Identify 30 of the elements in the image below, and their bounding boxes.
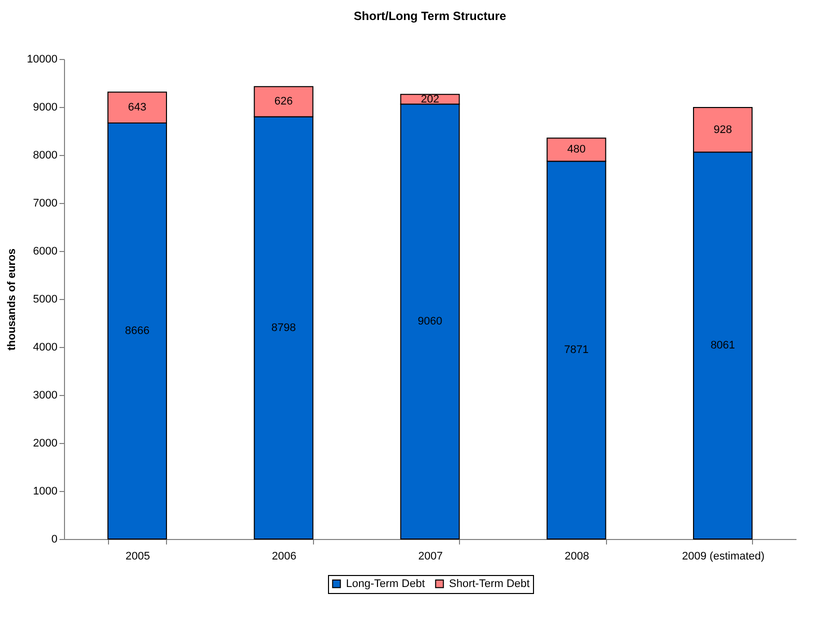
y-tick-label: 1000 [33,486,58,498]
data-label: 202 [420,93,440,106]
y-tick-label: 10000 [26,54,58,66]
legend-label: Long-Term Debt [346,578,425,590]
data-label: 9060 [418,316,442,328]
data-label: 480 [567,144,586,156]
legend-label: Short-Term Debt [449,578,530,590]
y-tick-label: 2000 [33,438,58,450]
data-label: 8798 [271,322,296,334]
x-tick-label: 2006 [272,550,296,562]
data-label: 8666 [124,325,150,338]
x-tick-label: 2009 (estimated) [682,550,765,562]
y-tick-label: 8000 [33,150,58,162]
y-tick-label: 0 [51,534,58,546]
chart-title: Short/Long Term Structure [354,9,507,23]
data-label: 928 [714,124,732,136]
data-label: 643 [128,102,146,114]
y-tick-label: 4000 [33,342,58,354]
data-label: 7871 [564,344,589,356]
y-tick-label: 3000 [33,390,58,402]
x-tick-label: 2008 [564,550,590,562]
x-tick-label: 2007 [418,550,443,562]
y-tick-label: 9000 [33,102,58,114]
y-axis-title: thousands of euros [6,248,18,351]
y-tick-label: 6000 [33,246,58,258]
data-label: 8061 [710,340,736,352]
y-tick-label: 5000 [33,294,58,306]
data-label: 626 [274,96,293,108]
y-tick-label: 7000 [33,198,58,210]
x-tick-label: 2005 [125,550,150,562]
